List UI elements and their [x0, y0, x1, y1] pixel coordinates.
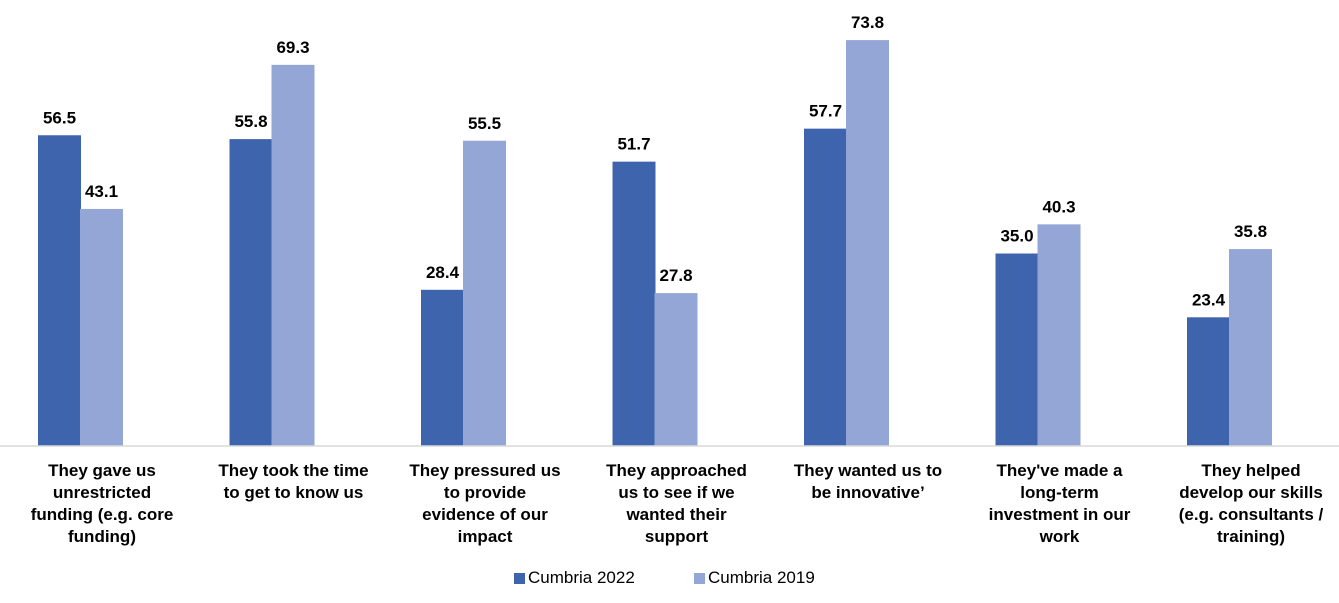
bar-series1-5 [995, 253, 1039, 446]
bar-series2-0 [80, 208, 123, 446]
bar-series2-2 [463, 140, 506, 446]
data-label-series1-3: 51.7 [617, 135, 650, 154]
bar-series1-2 [421, 289, 464, 446]
data-label-series2-5: 40.3 [1042, 197, 1075, 216]
legend-label-1: Cumbria 2022 [528, 568, 635, 587]
legend-swatch-1 [514, 573, 525, 584]
data-label-series1-2: 28.4 [426, 263, 460, 282]
bar-series2-5 [1037, 224, 1081, 446]
data-label-series2-2: 55.5 [468, 114, 501, 133]
value-labels-group: 56.5 55.8 28.4 51.7 57.7 35.0 23.4 43.1 69.3 55.5… [43, 13, 1267, 309]
bar-series2-6 [1229, 249, 1272, 446]
data-label-series2-0: 43.1 [85, 182, 118, 201]
legend-label-2: Cumbria 2019 [708, 568, 815, 587]
category-label-4: They wanted us to be innovative’ [794, 461, 942, 502]
category-label-2: They pressured us to provide evidence of o… [409, 461, 560, 546]
legend: Cumbria 2022 Cumbria 2019 [514, 568, 815, 587]
bar-series2-1 [271, 64, 315, 446]
bar-series1-0 [38, 135, 81, 446]
data-label-series2-6: 35.8 [1234, 222, 1267, 241]
data-label-series2-1: 69.3 [276, 38, 309, 57]
bar-series2-4 [846, 40, 889, 446]
category-label-6: They helped develop our skills (e.g. consu… [1179, 461, 1324, 546]
data-label-series1-1: 55.8 [234, 112, 267, 131]
category-label-3: They approached us to see if we wanted the… [606, 461, 747, 546]
data-label-series1-4: 57.7 [809, 102, 842, 121]
data-label-series1-6: 23.4 [1192, 290, 1226, 309]
bar-series1-4 [804, 128, 847, 446]
data-label-series1-5: 35.0 [1000, 227, 1033, 246]
data-label-series2-4: 73.8 [851, 13, 884, 32]
bar-series1-3 [612, 161, 656, 446]
category-label-5: They've made a long-term investment in our… [989, 461, 1131, 546]
data-label-series1-0: 56.5 [43, 108, 76, 127]
data-label-series2-3: 27.8 [659, 266, 692, 285]
category-label-0: They gave us unrestricted funding (e.g. co… [31, 461, 174, 546]
bar-series1-6 [1187, 317, 1230, 446]
category-labels-group: They gave us unrestricted funding (e.g. co… [31, 461, 1324, 546]
bar-series2-3 [654, 293, 698, 446]
legend-swatch-2 [694, 573, 705, 584]
bars-group [38, 40, 1272, 446]
bar-series1-1 [229, 139, 273, 446]
category-label-1: They took the time to get to know us [218, 461, 368, 502]
